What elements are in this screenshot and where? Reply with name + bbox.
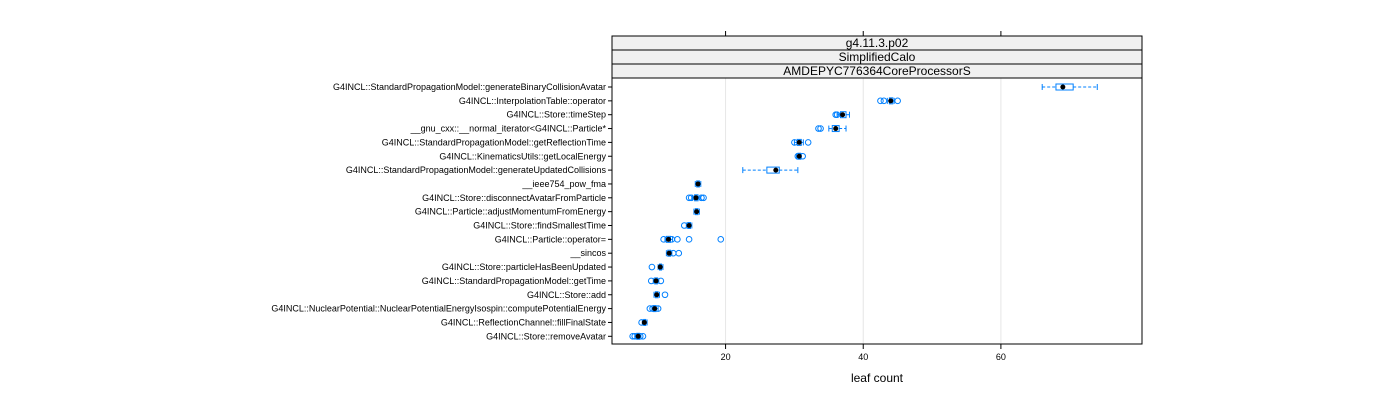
median-dot bbox=[1060, 84, 1066, 90]
median-dot bbox=[641, 319, 647, 325]
x-tick-label: 40 bbox=[858, 352, 868, 362]
category-label: __sincos bbox=[569, 248, 606, 258]
category-label: G4INCL::Store::removeAvatar bbox=[486, 331, 606, 341]
box-group bbox=[665, 249, 683, 257]
plot-panel bbox=[611, 77, 1143, 345]
box-group bbox=[638, 318, 648, 326]
box-group bbox=[680, 222, 693, 229]
category-label: G4INCL::KinematicsUtils::getLocalEnergy bbox=[439, 151, 606, 161]
category-label: G4INCL::StandardPropagationModel::getRef… bbox=[382, 137, 606, 147]
median-dot bbox=[694, 209, 700, 215]
x-axis: 20 40 60 bbox=[721, 344, 1006, 362]
median-dot bbox=[840, 112, 846, 118]
outlier-point bbox=[698, 194, 705, 202]
median-dot bbox=[833, 126, 839, 132]
median-dot bbox=[888, 98, 894, 104]
category-labels: G4INCL::StandardPropagationModel::genera… bbox=[271, 82, 612, 341]
median-dot bbox=[693, 195, 699, 201]
category-label: G4INCL::NuclearPotential::NuclearPotenti… bbox=[271, 304, 606, 314]
category-label: G4INCL::Store::timeStep bbox=[506, 110, 606, 120]
x-tick-label: 60 bbox=[996, 352, 1006, 362]
box-group bbox=[648, 263, 664, 271]
box-group bbox=[646, 305, 662, 313]
gridlines bbox=[725, 78, 1002, 344]
outlier-point bbox=[674, 236, 681, 243]
outlier-point bbox=[833, 111, 841, 118]
top-axis-ticks bbox=[725, 31, 1002, 36]
box-group bbox=[794, 152, 806, 160]
category-label: G4INCL::Store::findSmallestTime bbox=[473, 221, 606, 231]
category-label: G4INCL::Store::disconnectAvatarFromParti… bbox=[422, 193, 606, 203]
median-dot bbox=[652, 306, 658, 312]
median-dot bbox=[657, 264, 663, 270]
median-dot bbox=[665, 236, 671, 242]
outlier-point bbox=[804, 139, 812, 146]
box-group bbox=[877, 97, 901, 105]
box-group bbox=[832, 111, 850, 119]
strip-headers: g4.11.3.p02SimplifiedCaloAMDEPYC776364Co… bbox=[611, 35, 1143, 79]
outlier-point bbox=[648, 263, 656, 271]
category-label: G4INCL::InterpolationTable::operator bbox=[459, 96, 606, 106]
category-label: G4INCL::StandardPropagationModel::getTim… bbox=[422, 276, 606, 286]
median-dot bbox=[654, 292, 660, 298]
median-dot bbox=[686, 223, 692, 228]
box-iqr bbox=[831, 125, 840, 133]
outlier-point bbox=[661, 291, 669, 299]
box-group bbox=[791, 138, 812, 146]
box-group bbox=[647, 277, 665, 285]
outlier-point bbox=[685, 236, 693, 243]
category-label: G4INCL::Store::particleHasBeenUpdated bbox=[442, 262, 606, 272]
outlier-point bbox=[629, 333, 636, 340]
box-iqr bbox=[1055, 83, 1074, 91]
box-group bbox=[693, 208, 700, 216]
median-dot bbox=[773, 167, 779, 173]
median-dot bbox=[796, 139, 802, 145]
category-label: G4INCL::Particle::adjustMomentumFromEner… bbox=[415, 207, 607, 217]
category-label: G4INCL::Particle::operator= bbox=[495, 234, 606, 244]
box-group bbox=[1041, 83, 1098, 91]
strip-label: g4.11.3.p02 bbox=[846, 36, 909, 50]
category-label: __ieee754_pow_fma bbox=[521, 179, 606, 189]
median-dot bbox=[695, 181, 701, 187]
strip-label: SimplifiedCalo bbox=[839, 50, 916, 64]
box-group bbox=[685, 194, 707, 202]
outlier-point bbox=[685, 194, 693, 202]
outlier-point bbox=[817, 125, 824, 132]
box-group bbox=[660, 235, 725, 243]
x-tick-label: 20 bbox=[721, 352, 731, 362]
category-label: G4INCL::Store::add bbox=[527, 290, 606, 300]
median-dot bbox=[653, 278, 659, 284]
box-group bbox=[742, 166, 799, 174]
box-group bbox=[653, 291, 669, 299]
category-label: G4INCL::StandardPropagationModel::genera… bbox=[346, 165, 607, 175]
box-marks bbox=[629, 83, 1098, 340]
category-label: G4INCL::ReflectionChannel::fillFinalStat… bbox=[441, 317, 606, 327]
outlier-point bbox=[717, 236, 725, 243]
outlier-point bbox=[894, 97, 901, 105]
category-label: __gnu_cxx::__normal_iterator<G4INCL::Par… bbox=[410, 124, 607, 134]
median-dot bbox=[635, 333, 641, 339]
median-dot bbox=[796, 153, 802, 159]
box-iqr bbox=[766, 166, 780, 174]
category-label: G4INCL::StandardPropagationModel::genera… bbox=[333, 82, 606, 92]
outlier-point bbox=[880, 97, 888, 105]
outlier-point bbox=[877, 97, 884, 105]
outlier-point bbox=[675, 249, 683, 257]
strip-label: AMDEPYC776364CoreProcessorS bbox=[783, 64, 970, 78]
median-dot bbox=[666, 250, 672, 256]
box-group bbox=[694, 180, 702, 188]
box-group bbox=[815, 125, 847, 133]
outlier-point bbox=[700, 194, 707, 202]
x-axis-label: leaf count bbox=[851, 371, 904, 385]
outlier-point bbox=[815, 125, 822, 132]
box-group bbox=[629, 332, 647, 340]
